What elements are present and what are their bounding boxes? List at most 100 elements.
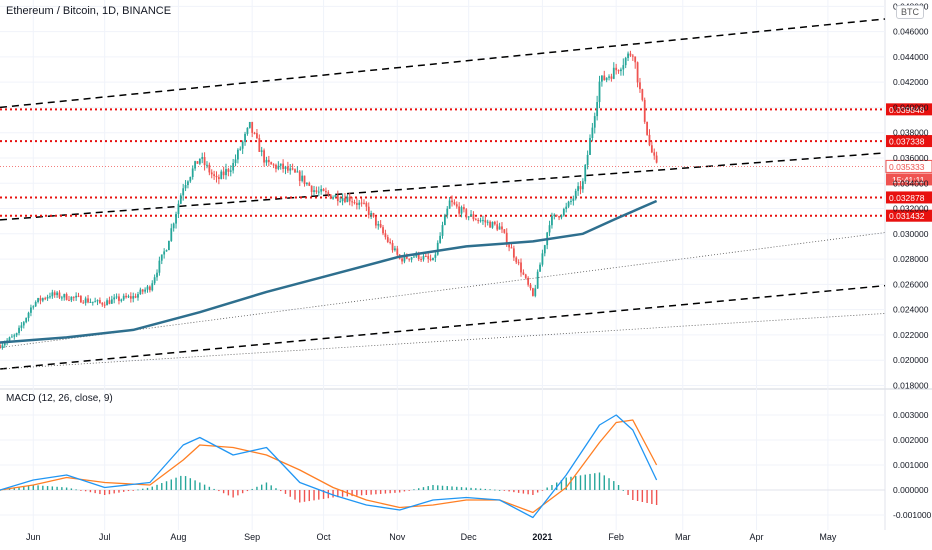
candle-body xyxy=(648,134,651,146)
macd-tick-label: 0.001000 xyxy=(893,460,929,470)
macd-histogram-bar xyxy=(622,490,625,491)
level-price-tag xyxy=(886,191,932,204)
macd-histogram-bar xyxy=(536,490,539,493)
candle-body xyxy=(600,75,603,82)
candle-body xyxy=(348,196,351,202)
macd-histogram-bar xyxy=(46,486,49,490)
time-tick-label: Apr xyxy=(750,532,764,542)
candle-body xyxy=(320,188,323,192)
candle-body xyxy=(68,299,70,301)
candle-body xyxy=(610,76,613,79)
candle-body xyxy=(153,277,156,284)
candle-body xyxy=(10,336,13,338)
candle-body xyxy=(562,208,565,216)
macd-histogram-bar xyxy=(379,490,382,494)
candle-body xyxy=(256,133,258,139)
candle-body xyxy=(94,301,97,303)
candle-body xyxy=(79,296,82,303)
candle-body xyxy=(517,262,520,264)
countdown-tag xyxy=(886,173,932,186)
macd-histogram-bar xyxy=(598,472,601,490)
price-tick-label: 0.028000 xyxy=(893,254,929,264)
time-tick-label: Dec xyxy=(461,532,478,542)
candle-body xyxy=(30,307,32,313)
candle-body xyxy=(158,260,161,273)
time-tick-label: Jul xyxy=(99,532,111,542)
candle-body xyxy=(275,164,277,169)
candle-body xyxy=(365,202,368,207)
macd-histogram-bar xyxy=(260,484,263,490)
macd-histogram-bar xyxy=(123,490,125,492)
candle-body xyxy=(32,306,35,308)
candle-body xyxy=(567,201,570,207)
time-tick-label: 2021 xyxy=(532,532,552,542)
candle-body xyxy=(463,207,465,210)
macd-histogram-bar xyxy=(508,490,510,492)
macd-histogram-bar xyxy=(303,490,306,502)
candle-body xyxy=(655,155,658,163)
macd-histogram-bar xyxy=(441,485,444,490)
candle-body xyxy=(175,214,177,224)
candle-body xyxy=(286,166,289,171)
macd-histogram-bar xyxy=(99,490,101,495)
candle-body xyxy=(551,216,553,226)
macd-histogram-bar xyxy=(61,487,63,490)
candle-body xyxy=(351,201,353,203)
time-tick-label: Feb xyxy=(608,532,624,542)
candle-body xyxy=(108,300,111,304)
candle-body xyxy=(650,145,653,153)
candle-body xyxy=(355,202,358,205)
macd-histogram-bar xyxy=(479,488,482,490)
currency-badge[interactable]: BTC xyxy=(896,5,924,19)
candle-body xyxy=(70,296,73,301)
level-price-label: 0.037338 xyxy=(889,137,925,147)
candle-body xyxy=(434,254,437,258)
candle-body xyxy=(179,195,182,204)
candle-body xyxy=(206,164,208,166)
candle-body xyxy=(51,292,54,297)
macd-histogram-bar xyxy=(51,486,54,490)
candle-body xyxy=(615,67,618,71)
candle-body xyxy=(237,149,239,160)
candle-body xyxy=(127,296,130,298)
macd-histogram-bar xyxy=(294,490,296,500)
macd-tick-label: -0.001000 xyxy=(893,510,932,520)
candle-body xyxy=(617,70,620,72)
candle-body xyxy=(467,216,470,218)
candle-body xyxy=(37,298,39,302)
candle-body xyxy=(75,295,78,298)
macd-histogram-bar xyxy=(299,490,301,503)
candle-body xyxy=(496,224,499,230)
level-price-label: 0.039848 xyxy=(889,105,925,115)
candle-body xyxy=(591,127,594,138)
macd-histogram-bar xyxy=(437,485,439,490)
candle-body xyxy=(46,296,49,299)
candle-body xyxy=(151,283,154,291)
candle-body xyxy=(22,322,25,326)
price-tick-label: 0.038000 xyxy=(893,128,929,138)
macd-histogram-bar xyxy=(503,490,506,491)
candle-body xyxy=(89,302,92,304)
candle-body xyxy=(536,271,539,289)
candle-body xyxy=(189,176,192,182)
macd-histogram-bar xyxy=(32,485,35,490)
macd-histogram-bar xyxy=(356,490,358,496)
candle-body xyxy=(639,82,641,90)
macd-histogram-bar xyxy=(23,486,25,490)
macd-histogram-bar xyxy=(489,489,491,491)
candle-body xyxy=(215,175,218,178)
candle-body xyxy=(34,301,37,307)
candle-body xyxy=(498,226,501,230)
candle-body xyxy=(341,198,344,202)
macd-histogram-bar xyxy=(218,490,220,492)
macd-histogram-bar xyxy=(37,485,39,490)
macd-histogram-bar xyxy=(655,490,658,505)
macd-histogram-bar xyxy=(208,486,211,490)
candle-body xyxy=(472,214,475,220)
macd-histogram-bar xyxy=(641,490,644,502)
macd-histogram-bar xyxy=(627,490,629,495)
candle-body xyxy=(279,163,282,166)
macd-histogram-bar xyxy=(427,486,429,490)
macd-histogram-bar xyxy=(103,490,106,495)
